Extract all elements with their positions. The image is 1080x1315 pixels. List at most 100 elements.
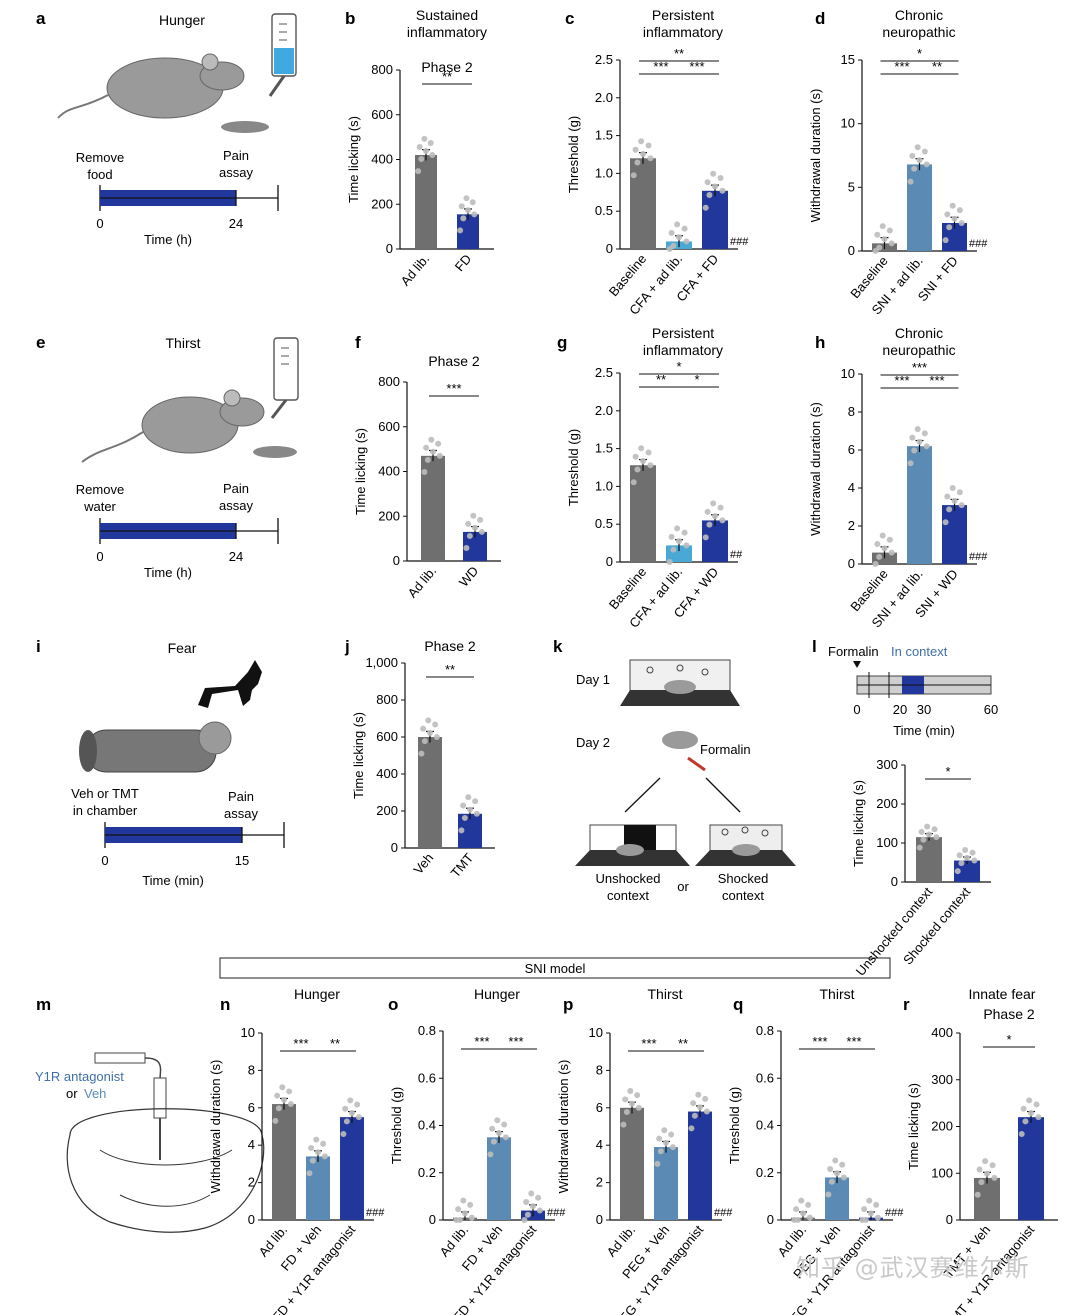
panel-i-tick-0: 0 — [101, 853, 108, 868]
chart-l-point — [931, 826, 938, 833]
chart-o-point — [523, 1199, 530, 1206]
chart-o-sig-label: *** — [474, 1034, 489, 1049]
chart-o-ytick-label: 0.4 — [418, 1118, 436, 1133]
chart-p-hash-label: ### — [714, 1207, 733, 1219]
chart-d-title: Chronic — [895, 7, 943, 23]
panel-e-label-water: water — [83, 499, 116, 514]
chart-f-ytick-label: 800 — [378, 374, 400, 389]
chart-c-ytick-label: 2.0 — [595, 90, 613, 105]
chart-o-point — [467, 1201, 474, 1208]
chart-l-ytick-label: 200 — [876, 796, 898, 811]
chart-d-point — [958, 219, 965, 226]
chart-d-sig-label: *** — [894, 59, 909, 74]
chart-j-point — [465, 794, 472, 801]
chart-j-xtick-label: Veh — [410, 850, 436, 877]
chart-p-point — [657, 1148, 664, 1155]
chart-c-ytick-label: 2.5 — [595, 52, 613, 67]
chart-q-ytick-label: 0.2 — [756, 1165, 774, 1180]
panel-k-day1: Day 1 — [576, 672, 610, 687]
chart-h-point — [949, 485, 956, 491]
food-dish-icon — [253, 446, 297, 458]
chart-b-ytick-label: 600 — [371, 107, 393, 122]
panel-label-k: k — [553, 637, 563, 656]
chart-q-sig-label: *** — [812, 1034, 827, 1049]
chart-c-point — [710, 170, 717, 177]
chart-h-hash-label: ### — [969, 551, 988, 563]
chart-g-point — [712, 513, 718, 520]
chart-d-point — [942, 237, 949, 244]
chart-f-point — [435, 440, 442, 447]
watermark: 知乎 @武汉赛维尔斯 — [796, 1254, 1030, 1282]
chart-h-ylabel: Withdrawal duration (s) — [808, 402, 823, 536]
chart-d-point — [944, 211, 951, 218]
chart-h-point — [879, 532, 886, 539]
chart-p-ytick-label: 10 — [589, 1025, 603, 1040]
chart-p-sig-label: ** — [678, 1036, 688, 1051]
cannula-icon — [153, 1077, 167, 1160]
chart-p-sig-label: *** — [641, 1036, 656, 1051]
chart-o-title: Hunger — [474, 986, 520, 1002]
panel-l-in-context: In context — [891, 644, 948, 659]
chart-o-sig-label: *** — [508, 1034, 523, 1049]
chart-c-ytick-label: 1.5 — [595, 128, 613, 143]
chart-l-point — [920, 836, 927, 843]
chart-b-title-line2: inflammatory — [407, 24, 487, 40]
panel-k-unshocked-context: context — [607, 888, 649, 903]
chart-q-point — [866, 1197, 873, 1204]
fox-icon — [198, 660, 262, 708]
chart-j-point — [460, 802, 467, 809]
chart-l-point — [969, 849, 976, 856]
chart-h-point — [876, 553, 883, 560]
chart-j-subtitle: Phase 2 — [424, 638, 476, 654]
chart-p-point — [629, 1100, 635, 1107]
panel-k-formalin: Formalin — [700, 742, 751, 757]
chart-h-ytick-label: 0 — [848, 556, 855, 571]
chart-n-sig-label: *** — [293, 1036, 308, 1051]
chart-d-ytick-label: 0 — [848, 243, 855, 258]
chart-p-point — [620, 1121, 627, 1128]
mouse-icon — [57, 53, 245, 119]
chart-q-point — [798, 1197, 805, 1204]
chart-n-ytick-label: 6 — [248, 1100, 255, 1115]
chart-r-point — [1020, 1105, 1027, 1112]
chart-d-ytick-label: 10 — [841, 116, 855, 131]
chart-h-point — [923, 443, 930, 450]
chart-n-sig-label: ** — [330, 1036, 340, 1051]
chart-q-point — [805, 1201, 812, 1208]
chart-l-point — [971, 857, 978, 864]
chart-g-point — [681, 529, 688, 536]
chart-b-point — [460, 215, 467, 222]
chart-n-point — [340, 1130, 347, 1137]
panel-label-m: m — [36, 995, 51, 1014]
brain-outline-icon — [66, 1108, 265, 1233]
chart-o-point — [487, 1151, 494, 1158]
chart-o-point — [502, 1134, 509, 1141]
chart-p-point — [668, 1131, 675, 1138]
panel-e-title: Thirst — [166, 335, 201, 351]
chart-h-ytick-label: 6 — [848, 442, 855, 457]
chart-b-xtick-label: Ad lib. — [398, 251, 433, 288]
chart-g-point — [683, 542, 690, 549]
chart-l-point — [916, 844, 923, 851]
chart-r-ytick-label: 100 — [931, 1165, 953, 1180]
chart-h-title-line2: neuropathic — [882, 342, 955, 358]
chart-p-point — [622, 1096, 629, 1103]
panel-e-axis-label: Time (h) — [144, 565, 192, 580]
panel-label-a: a — [36, 9, 46, 28]
chart-d-point — [909, 152, 916, 159]
chart-c-point — [645, 142, 652, 149]
chart-l-point — [958, 860, 965, 867]
panel-label-q: q — [733, 995, 743, 1014]
chart-c-ylabel: Threshold (g) — [566, 116, 581, 193]
chart-c-point — [630, 172, 637, 179]
chart-j-point — [467, 806, 473, 813]
chart-j-ytick-label: 200 — [376, 803, 398, 818]
chart-n-point — [287, 1101, 294, 1108]
panel-i-label-veh: Veh or TMT — [71, 786, 139, 801]
panel-a-title: Hunger — [159, 12, 205, 28]
chart-b-ytick-label: 0 — [386, 241, 393, 256]
chart-p-point — [688, 1125, 695, 1132]
